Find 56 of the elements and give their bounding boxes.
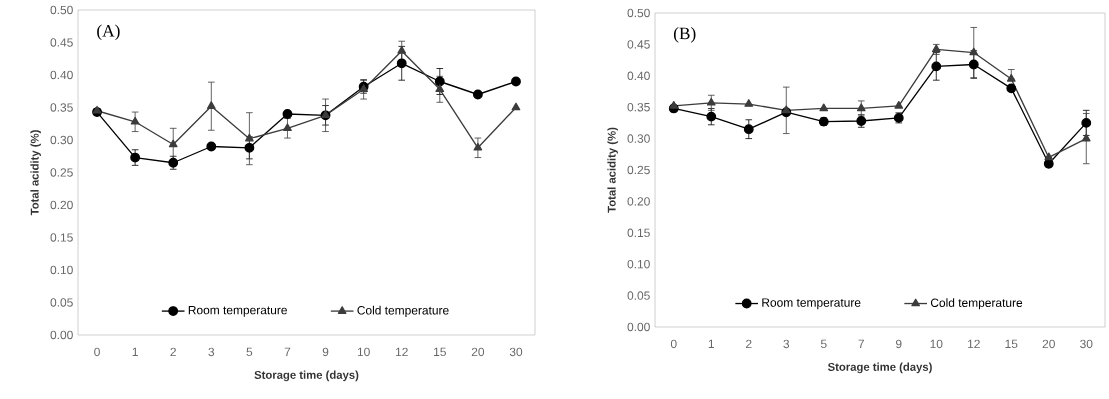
y-tick-label: 0.25 xyxy=(627,165,650,175)
y-tick-label: 0.05 xyxy=(627,291,650,300)
x-tick-label: 5 xyxy=(246,347,253,357)
x-tick-label: 15 xyxy=(434,347,446,357)
y-tick-label: 0.00 xyxy=(50,330,73,340)
x-tick-label: 20 xyxy=(471,347,485,357)
x-tick-label: 15 xyxy=(1005,339,1018,349)
x-tick-label: 3 xyxy=(208,347,215,357)
x-tick-label: 1 xyxy=(132,347,138,356)
y-tick-label: 0.40 xyxy=(50,70,73,80)
y-tick-label: 0.20 xyxy=(627,197,650,206)
x-tick-label: 0 xyxy=(670,339,677,349)
y-tick-label: 0.45 xyxy=(50,38,73,47)
x-tick-label: 5 xyxy=(820,339,827,349)
annotation: (A) xyxy=(97,24,120,41)
x-axis-title: Storage time (days) xyxy=(827,362,932,374)
x-tick-label: 10 xyxy=(930,339,943,349)
x-tick-label: 30 xyxy=(509,347,523,357)
y-tick-label: 0.20 xyxy=(50,200,73,210)
y-tick-label: 0.40 xyxy=(627,71,650,81)
x-tick-label: 2 xyxy=(746,339,752,349)
legend-label: Cold temperature xyxy=(930,298,1023,310)
x-tick-label: 7 xyxy=(284,347,291,356)
legend-label: Cold temperature xyxy=(357,305,449,317)
y-tick-label: 0.25 xyxy=(50,168,73,177)
y-tick-label: 0.30 xyxy=(627,134,650,143)
x-tick-label: 0 xyxy=(94,347,100,357)
y-tick-label: 0.05 xyxy=(50,298,73,307)
y-axis-title: Total acidity (%) xyxy=(607,127,618,213)
y-tick-label: 0.10 xyxy=(627,259,650,269)
x-tick-label: 2 xyxy=(170,347,176,357)
legend-label: Room temperature xyxy=(188,305,287,317)
x-tick-label: 30 xyxy=(1080,339,1093,349)
y-axis-title: Total acidity (%) xyxy=(30,130,41,216)
x-tick-label: 9 xyxy=(896,339,902,349)
y-tick-label: 0.50 xyxy=(50,5,73,15)
y-tick-label: 0.00 xyxy=(627,322,650,332)
x-axis-title: Storage time (days) xyxy=(254,370,359,382)
y-tick-label: 0.35 xyxy=(50,103,73,112)
y-tick-label: 0.10 xyxy=(50,265,73,275)
y-tick-label: 0.30 xyxy=(50,135,73,145)
x-tick-label: 12 xyxy=(395,347,408,357)
y-tick-label: 0.15 xyxy=(50,233,73,242)
x-tick-label: 3 xyxy=(783,339,790,349)
y-tick-label: 0.45 xyxy=(627,40,650,49)
annotation: (B) xyxy=(673,27,696,43)
x-tick-label: 9 xyxy=(322,347,329,357)
y-tick-label: 0.35 xyxy=(627,102,650,112)
y-tick-label: 0.50 xyxy=(627,8,650,18)
x-tick-label: 20 xyxy=(1042,339,1055,349)
y-tick-label: 0.15 xyxy=(627,228,650,238)
x-tick-label: 12 xyxy=(968,339,980,349)
x-tick-label: 1 xyxy=(708,339,714,348)
legend-label: Room temperature xyxy=(762,298,861,310)
x-tick-label: 10 xyxy=(357,347,370,357)
x-tick-label: 7 xyxy=(858,339,864,348)
